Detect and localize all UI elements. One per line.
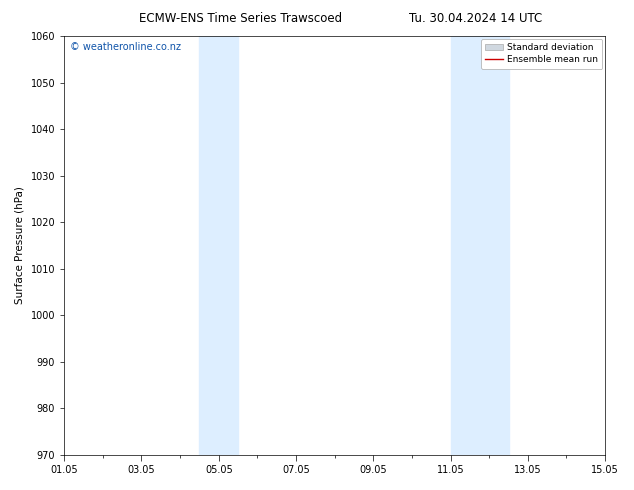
Text: Tu. 30.04.2024 14 UTC: Tu. 30.04.2024 14 UTC xyxy=(409,12,542,25)
Y-axis label: Surface Pressure (hPa): Surface Pressure (hPa) xyxy=(15,186,25,304)
Bar xyxy=(451,36,508,455)
Title: ECMW-ENS Time Series Trawscoed     Tu. 30.04.2024 14 UTC: ECMW-ENS Time Series Trawscoed Tu. 30.04… xyxy=(0,489,1,490)
Bar xyxy=(200,36,238,455)
Text: © weatheronline.co.nz: © weatheronline.co.nz xyxy=(70,43,181,52)
Text: ECMW-ENS Time Series Trawscoed: ECMW-ENS Time Series Trawscoed xyxy=(139,12,342,25)
Legend: Standard deviation, Ensemble mean run: Standard deviation, Ensemble mean run xyxy=(481,39,602,69)
